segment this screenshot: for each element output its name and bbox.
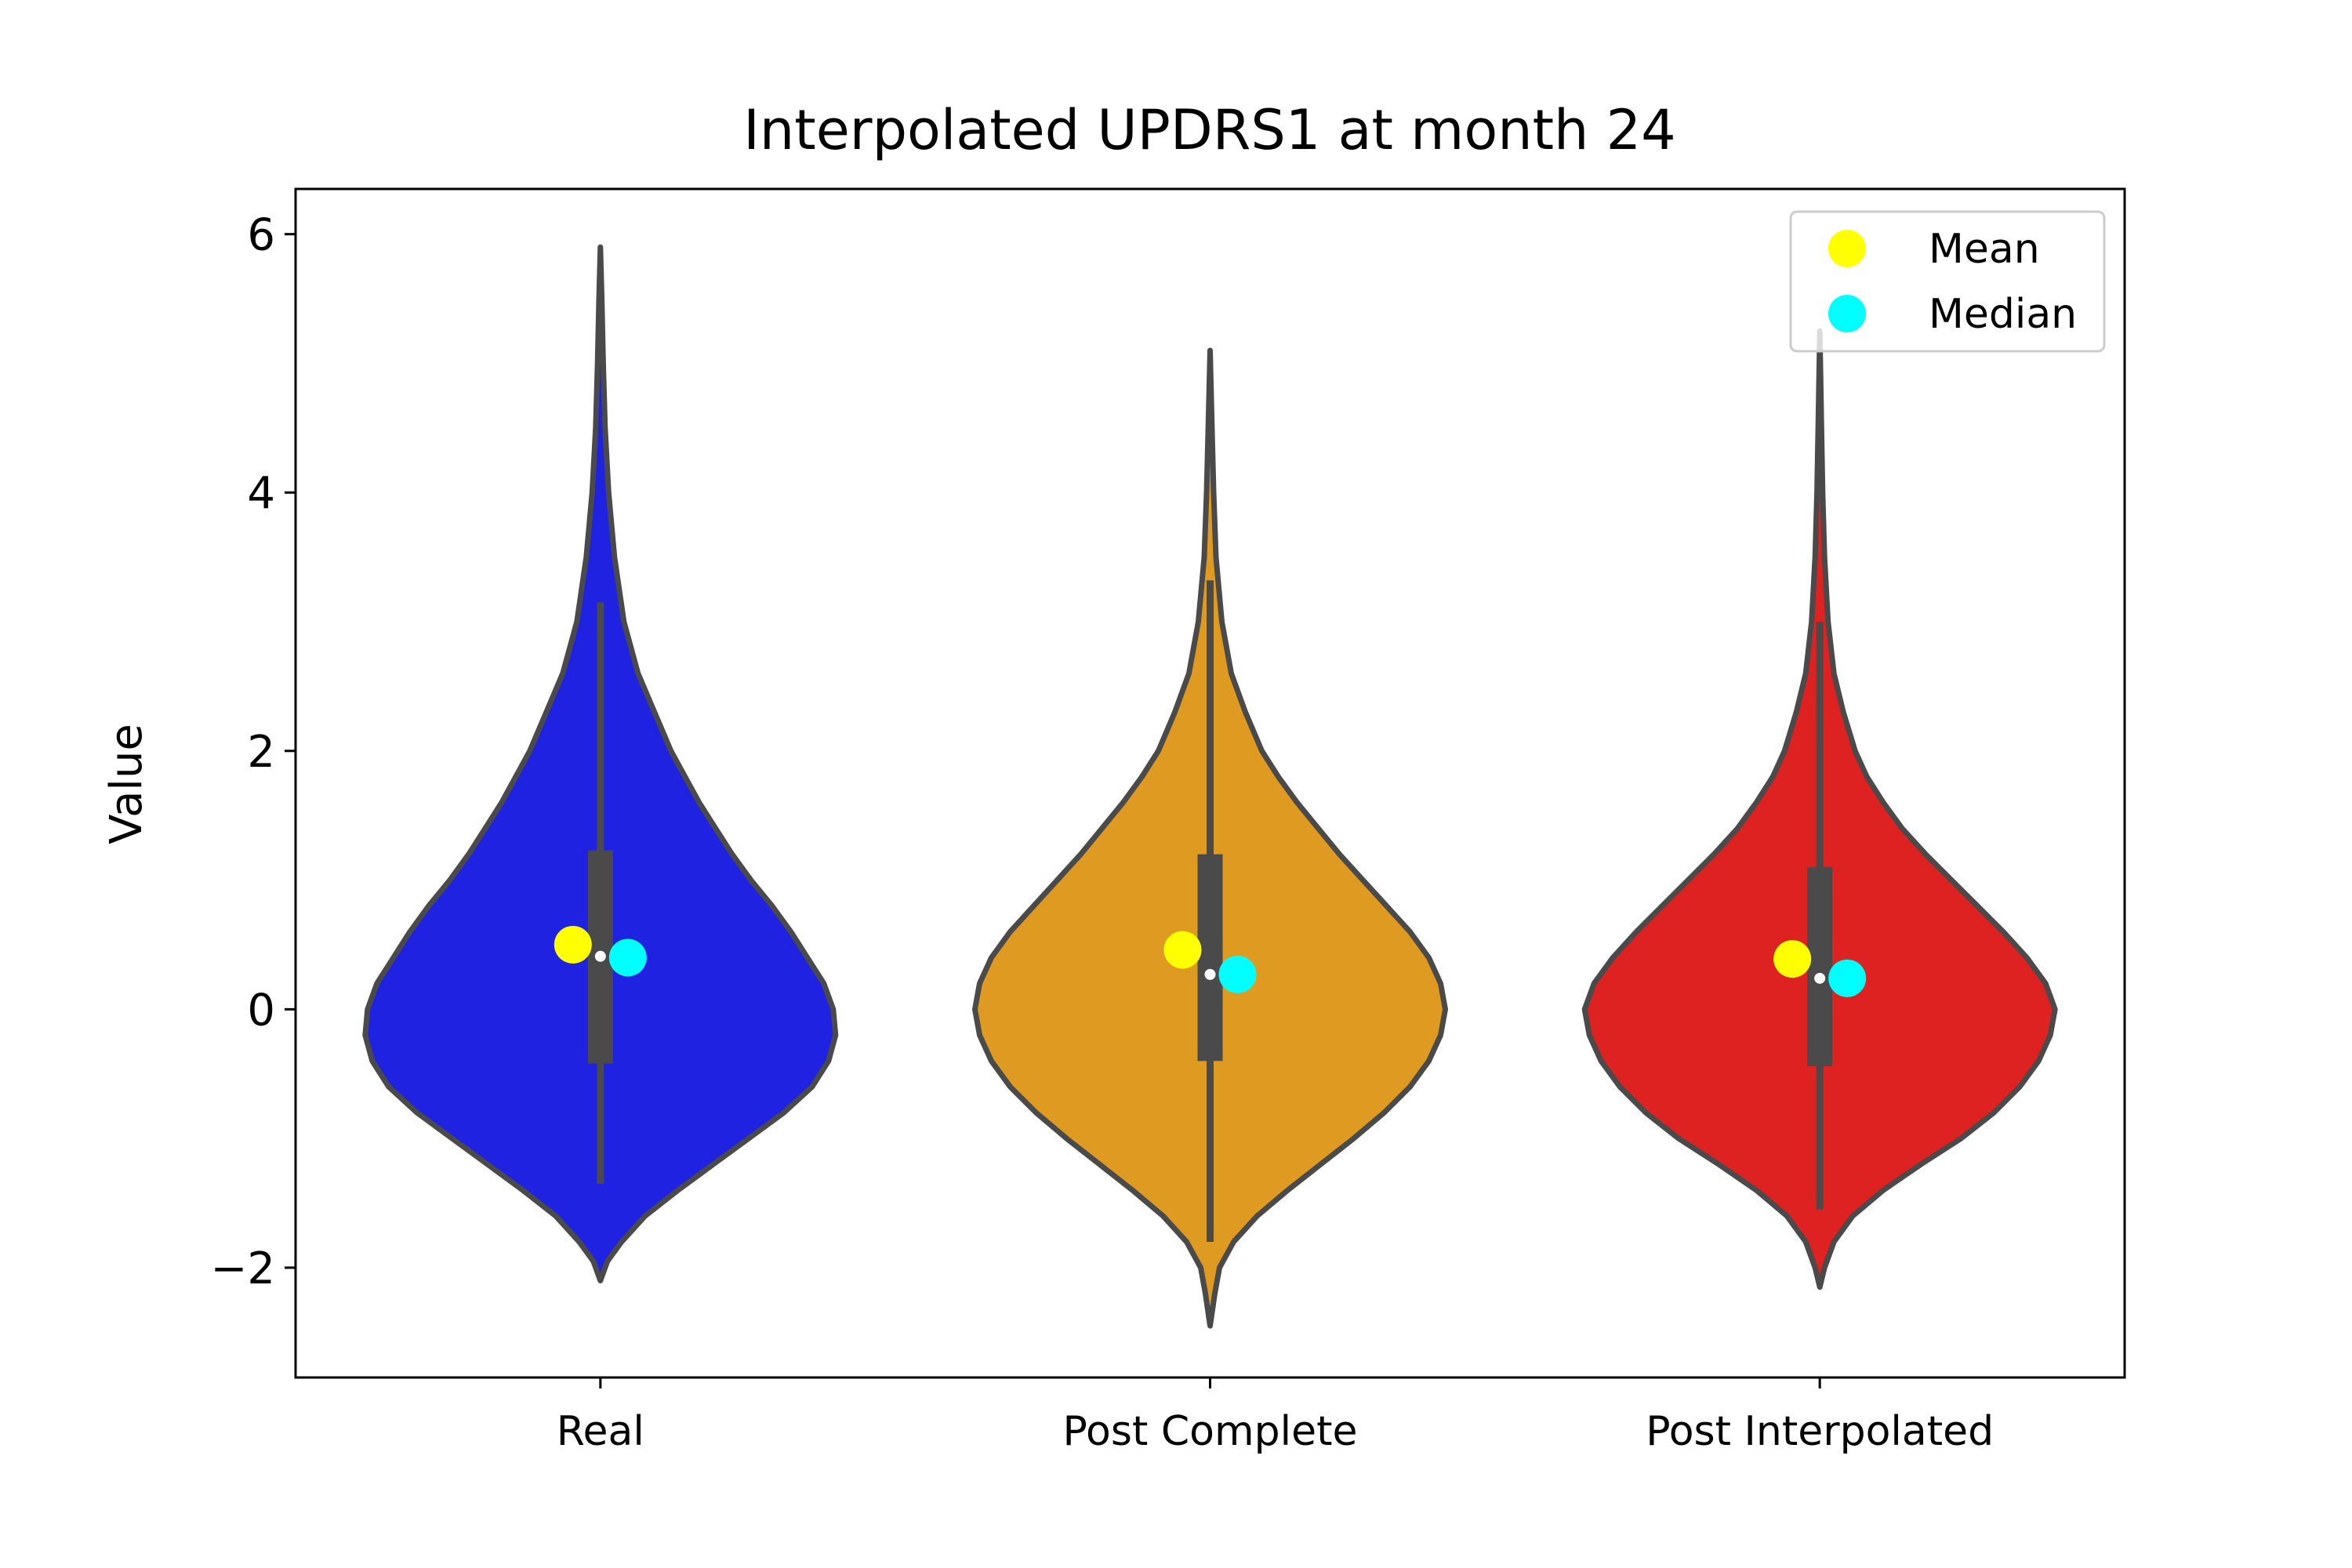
violin-median-dot bbox=[1204, 968, 1216, 980]
mean-marker bbox=[1163, 931, 1202, 969]
violin-iqr-box bbox=[1807, 867, 1833, 1066]
y-tick-label: 4 bbox=[247, 468, 275, 519]
plot-area bbox=[362, 244, 2058, 1329]
y-axis-label: Value bbox=[101, 724, 152, 844]
x-tick-label: Post Complete bbox=[1063, 1408, 1358, 1455]
mean-marker bbox=[1773, 940, 1812, 978]
axes-frame bbox=[294, 187, 2126, 1379]
chart-title: Interpolated UPDRS1 at month 24 bbox=[743, 98, 1675, 162]
y-tick-label: 6 bbox=[247, 210, 275, 261]
y-tick-label: 0 bbox=[247, 985, 275, 1036]
legend-median-marker bbox=[1828, 295, 1866, 332]
y-tick-label: 2 bbox=[247, 727, 275, 778]
y-tick-label: −2 bbox=[210, 1243, 275, 1294]
violin-median-dot bbox=[594, 950, 606, 962]
legend-mean-label: Mean bbox=[1929, 226, 2040, 273]
mean-marker bbox=[554, 925, 592, 964]
median-marker bbox=[1218, 955, 1257, 993]
x-tick-label: Real bbox=[557, 1408, 644, 1455]
violin-iqr-box bbox=[1197, 854, 1223, 1062]
median-marker bbox=[608, 938, 647, 977]
legend-median-label: Median bbox=[1929, 291, 2077, 338]
x-tick-label: Post Interpolated bbox=[1646, 1408, 1994, 1455]
legend-box bbox=[1789, 210, 2106, 353]
legend: Mean Median bbox=[1789, 210, 2106, 353]
violin-median-dot bbox=[1814, 972, 1826, 984]
legend-mean-marker bbox=[1828, 230, 1866, 267]
median-marker bbox=[1828, 959, 1867, 997]
y-axis: −2 0 2 4 6 bbox=[210, 210, 296, 1294]
x-axis: Real Post Complete Post Interpolated bbox=[557, 1377, 1994, 1455]
